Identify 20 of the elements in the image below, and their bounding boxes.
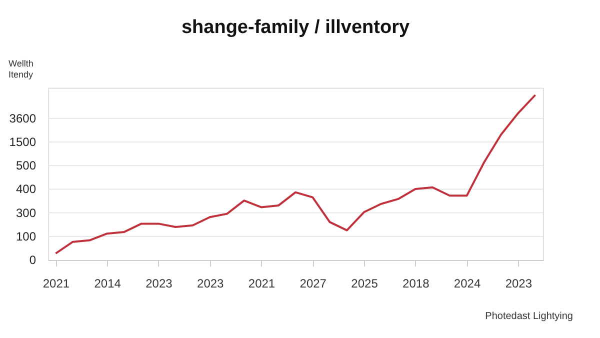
x-tick-label: 2014 xyxy=(94,276,122,290)
text: 100 xyxy=(16,229,36,244)
x-tick-label: 2024 xyxy=(454,276,481,290)
x-tick-label: 2018 xyxy=(402,276,430,290)
text: Photedast Lightying xyxy=(485,311,573,322)
x-tick-label: 2021 xyxy=(248,276,276,290)
x-tick-label: 2023 xyxy=(505,276,532,290)
text: 3600 xyxy=(9,111,36,126)
text: 400 xyxy=(16,182,36,196)
text: 300 xyxy=(16,206,36,220)
x-tick-label: 2021 xyxy=(42,276,70,290)
x-tick-label: 2025 xyxy=(351,276,378,290)
text: 0 xyxy=(29,253,36,267)
chart-title: shange-family / illventory xyxy=(181,17,410,38)
text: 500 xyxy=(16,158,36,173)
text: 1500 xyxy=(9,135,36,149)
x-tick-label: 2027 xyxy=(300,276,327,290)
y-axis-title: Wellth Itendy xyxy=(8,58,34,80)
x-tick-label: 2023 xyxy=(197,276,224,290)
x-tick-label: 2023 xyxy=(146,276,173,290)
